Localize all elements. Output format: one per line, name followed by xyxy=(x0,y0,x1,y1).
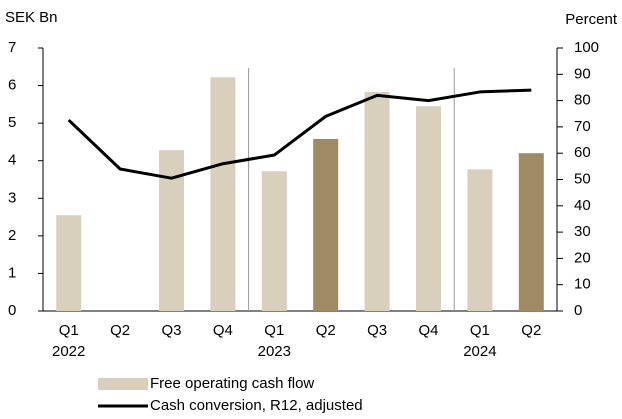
x-tick-label: Q3 xyxy=(161,322,181,339)
bar xyxy=(313,138,339,311)
y2-tick-label: 90 xyxy=(574,65,591,82)
y-tick-label: 4 xyxy=(8,152,16,169)
x-tick-label: Q1 xyxy=(59,322,79,339)
bar xyxy=(56,215,82,311)
y-tick-label: 7 xyxy=(8,39,16,56)
x-year-label: 2023 xyxy=(258,343,291,360)
y2-tick-label: 80 xyxy=(574,92,591,109)
x-year-label: 2022 xyxy=(52,343,85,360)
x-tick-label: Q2 xyxy=(316,322,336,339)
line xyxy=(67,88,532,180)
bar xyxy=(210,77,236,311)
x-tick-label: Q2 xyxy=(521,322,541,339)
legend-label: Free operating cash flow xyxy=(150,375,314,392)
bar xyxy=(261,171,287,311)
y2-tick-label: 0 xyxy=(574,302,582,319)
bar xyxy=(416,106,441,311)
y2-tick-label: 10 xyxy=(574,276,591,293)
legend-label: Cash conversion, R12, adjusted xyxy=(150,397,363,414)
y2-tick-label: 50 xyxy=(574,170,591,187)
bar xyxy=(364,91,390,311)
y2-tick-label: 20 xyxy=(574,249,591,266)
y2-tick-label: 40 xyxy=(574,197,591,214)
bar xyxy=(467,169,493,311)
y-tick-label: 5 xyxy=(8,114,16,131)
y-tick-label: 3 xyxy=(8,189,16,206)
x-year-label: 2024 xyxy=(463,343,496,360)
y-tick-label: 2 xyxy=(8,227,16,244)
y-tick-label: 1 xyxy=(8,264,16,281)
x-tick-label: Q2 xyxy=(110,322,130,339)
x-tick-label: Q3 xyxy=(367,322,387,339)
y2-tick-label: 70 xyxy=(574,118,591,135)
y2-axis-title: Percent xyxy=(565,11,618,28)
x-tick-label: Q4 xyxy=(213,322,233,339)
y-tick-label: 6 xyxy=(8,77,16,94)
bar xyxy=(518,153,544,311)
y2-tick-label: 30 xyxy=(574,223,591,240)
x-tick-label: Q1 xyxy=(470,322,490,339)
x-tick-label: Q1 xyxy=(264,322,284,339)
x-tick-label: Q4 xyxy=(418,322,438,339)
y2-tick-label: 60 xyxy=(574,144,591,161)
y2-tick-label: 100 xyxy=(574,39,599,56)
y-tick-label: 0 xyxy=(8,302,16,319)
legend-swatch xyxy=(98,378,148,390)
y-axis-title: SEK Bn xyxy=(5,9,58,26)
